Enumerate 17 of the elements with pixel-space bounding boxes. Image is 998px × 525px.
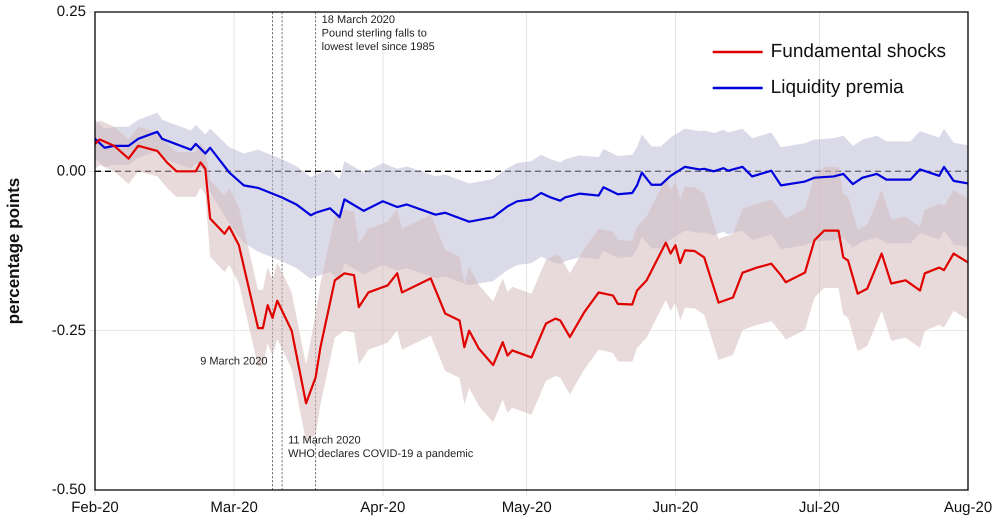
x-tick-label: May-20 xyxy=(502,499,552,516)
legend-label: Fundamental shocks xyxy=(770,41,946,62)
ref-line-label: 18 March 2020 Pound sterling falls to lowest level since 1985 xyxy=(322,14,435,53)
ref-line-label: 9 March 2020 xyxy=(200,356,268,368)
x-tick-label: Aug-20 xyxy=(944,499,992,516)
x-tick-label: Jul-20 xyxy=(798,499,840,516)
x-tick-label: Apr-20 xyxy=(360,499,406,516)
y-tick-label: -0.50 xyxy=(52,481,86,498)
x-tick-label: Mar-20 xyxy=(210,499,258,516)
legend-label: Liquidity premia xyxy=(770,77,904,98)
y-axis-title: percentage points xyxy=(4,178,23,324)
y-tick-label: 0.25 xyxy=(56,3,86,20)
y-tick-label: -0.25 xyxy=(52,322,86,339)
y-tick-label: 0.00 xyxy=(56,162,86,180)
ref-line-label: 11 March 2020 WHO declares COVID-19 a pandemic xyxy=(288,434,474,460)
x-tick-label: Feb-20 xyxy=(71,499,119,516)
x-tick-label: Jun-20 xyxy=(652,499,698,516)
